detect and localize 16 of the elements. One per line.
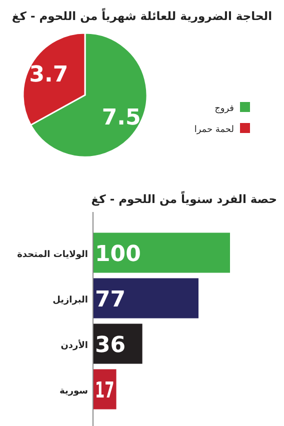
bar: [93, 232, 230, 273]
y-tick-label: البرازيل: [52, 295, 88, 306]
chart-title: الحاجة الضرورية للعائلة شهرياً من اللحوم - كغ: [12, 7, 272, 23]
data-label: 77: [95, 287, 126, 312]
chart-title: حصة الفرد سنوياً من اللحوم - كغ: [91, 190, 277, 206]
legend-label: فروج: [214, 104, 234, 114]
legend-label: لحمة حمرا: [194, 125, 234, 135]
data-label: 100: [95, 242, 141, 267]
data-label: 3.7: [29, 62, 68, 88]
data-label: 17: [95, 378, 126, 404]
data-label: 36: [95, 332, 126, 358]
y-tick-label: سورية: [59, 386, 88, 396]
data-label: 7.5: [102, 105, 141, 130]
bar: [93, 278, 198, 318]
y-tick-label: الأردن: [60, 338, 88, 351]
y-tick-label: الولايات المتحدة: [17, 250, 88, 260]
